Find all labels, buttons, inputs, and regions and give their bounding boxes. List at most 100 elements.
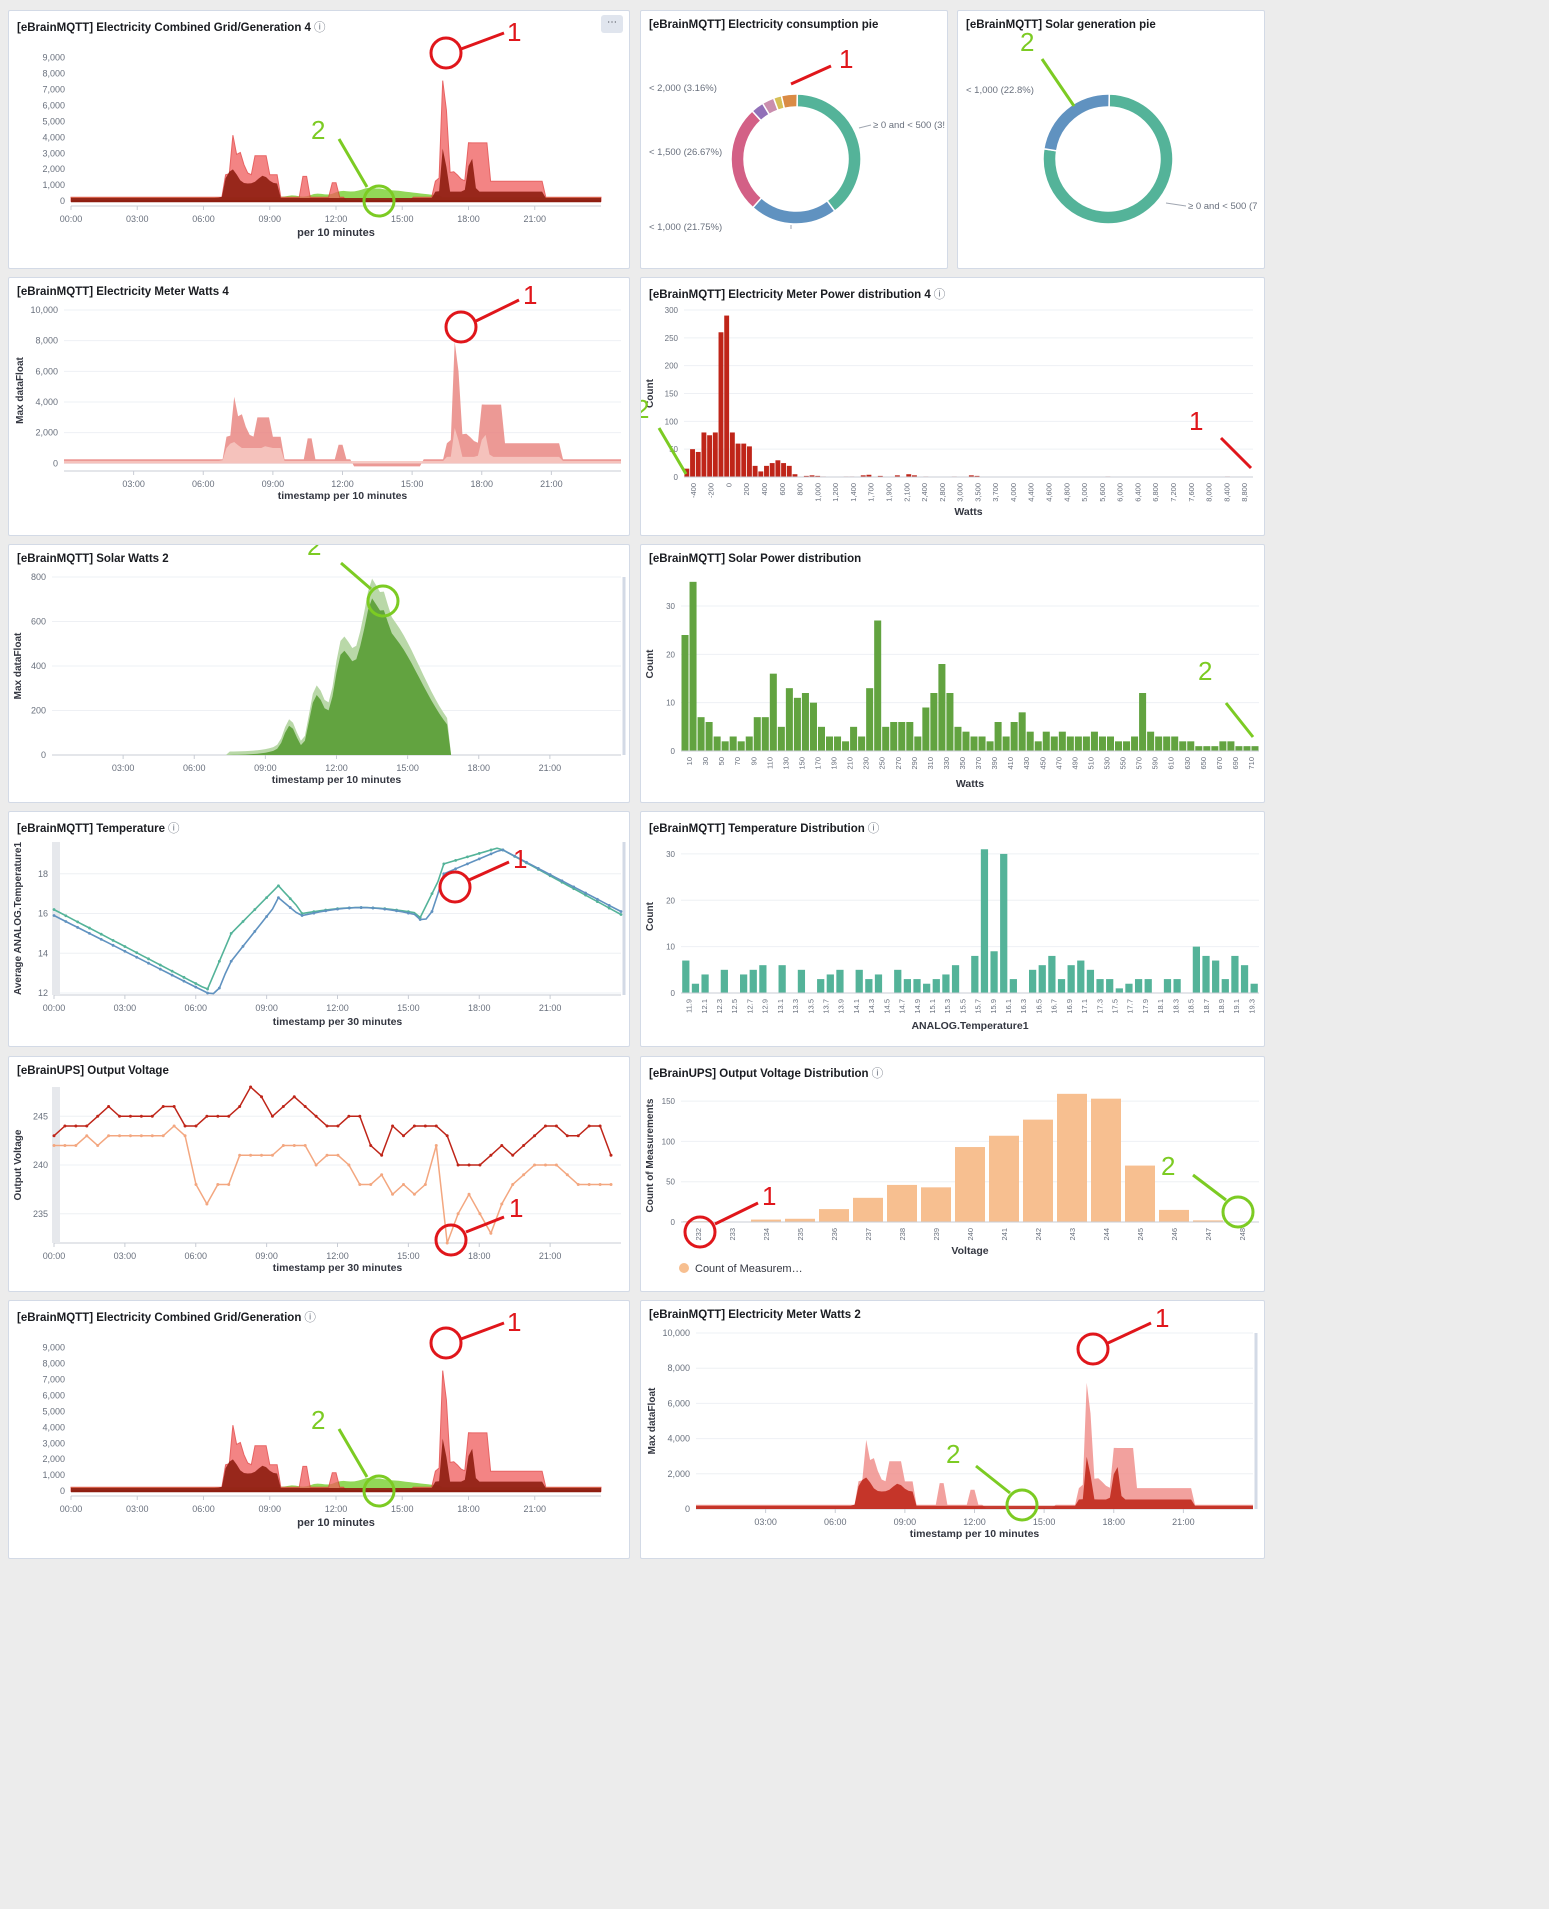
chart-area: 0 200 400 600 800 03:00 06:00 09:00 12:00 15:00 18…: [13, 545, 626, 786]
bar: [1144, 979, 1152, 993]
data-point: [135, 951, 139, 955]
data-point: [347, 1114, 351, 1118]
tick-label: 1,000: [42, 180, 65, 190]
data-point: [270, 1153, 274, 1157]
tick-label: 0: [671, 1218, 676, 1227]
bar: [1221, 979, 1229, 993]
tick-label: 18:00: [1102, 1517, 1125, 1527]
series-line: [53, 1085, 612, 1166]
data-point: [161, 1105, 165, 1108]
annotation-line: [465, 1215, 505, 1234]
bar: [930, 693, 938, 751]
data-point: [300, 914, 304, 917]
tick-label: 12:00: [331, 479, 354, 489]
bar: [1187, 741, 1195, 751]
tick-label: 330: [942, 757, 951, 770]
panel-title: [eBrainMQTT] Electricity Meter Power dis…: [649, 289, 946, 301]
info-icon[interactable]: ⓘ: [304, 1312, 316, 1324]
bar: [729, 736, 737, 751]
annotation-circle: [1221, 1195, 1255, 1229]
tick-label: 233: [728, 1228, 737, 1241]
tick-label: 237: [864, 1228, 873, 1241]
time-marker: [52, 1087, 60, 1243]
data-point: [442, 862, 446, 866]
tick-label: 12.7: [745, 999, 754, 1014]
tick-label: 232: [694, 1228, 703, 1241]
data-point: [85, 1124, 89, 1128]
axis-label: Watts: [956, 778, 984, 790]
tick-label: 19.1: [1232, 999, 1241, 1014]
data-point: [139, 1114, 143, 1118]
tick-label: 15:00: [391, 214, 414, 224]
bar: [1067, 965, 1075, 993]
series-line: [53, 849, 622, 995]
legend-item[interactable]: Count of Measurem…: [679, 1263, 803, 1275]
bar: [903, 979, 911, 993]
leader-line: [1165, 202, 1187, 207]
tick-label: 03:00: [112, 763, 135, 773]
tick-label: 2,000: [42, 164, 65, 174]
data-point: [609, 1153, 613, 1157]
panel-output-voltage: [eBrainUPS] Output Voltage 235 240 245 00:0…: [8, 1056, 630, 1292]
bar: [753, 717, 761, 751]
data-point: [324, 909, 328, 913]
panel-solar-generation-pie: [eBrainMQTT] Solar generation pie < 1,00…: [957, 10, 1265, 269]
data-point: [466, 862, 469, 866]
bar: [815, 475, 821, 477]
tick-label: 240: [33, 1160, 48, 1170]
annotation-number: 1: [509, 1193, 523, 1223]
annotation-number: 1: [839, 44, 853, 74]
tick-label: 250: [878, 757, 887, 770]
tick-label: 12:00: [325, 214, 348, 224]
pie-label: < 1,500 (26.67%): [649, 147, 722, 158]
annotation-line: [975, 1464, 1011, 1495]
tick-label: 4,000: [1009, 483, 1018, 502]
data-point: [430, 892, 434, 896]
info-icon[interactable]: ⓘ: [871, 1068, 884, 1080]
bar: [955, 1147, 985, 1222]
tick-label: 2,100: [902, 483, 911, 502]
tick-label: 09:00: [255, 1003, 278, 1013]
info-icon[interactable]: ⓘ: [313, 22, 326, 34]
bar: [1139, 693, 1147, 751]
tick-label: 12:00: [326, 1251, 349, 1261]
data-point: [619, 913, 623, 916]
axis-label: timestamp per 30 minutes: [273, 1016, 403, 1028]
data-point: [500, 1144, 504, 1147]
bar: [946, 693, 954, 751]
data-point: [489, 852, 493, 856]
data-point: [595, 897, 599, 901]
annotation-line: [1224, 702, 1255, 738]
info-icon[interactable]: ⓘ: [168, 823, 180, 835]
tick-label: 18.3: [1171, 999, 1180, 1014]
tick-label: 00:00: [60, 214, 83, 224]
annotation-circle: [366, 584, 400, 618]
info-icon[interactable]: ⓘ: [933, 289, 946, 301]
data-point: [128, 1134, 132, 1138]
data-point: [525, 860, 528, 864]
bar: [769, 463, 775, 477]
info-icon[interactable]: ⓘ: [867, 823, 880, 835]
data-point: [52, 1134, 56, 1138]
bar: [834, 736, 842, 751]
data-point: [249, 1153, 253, 1157]
bar: [1042, 731, 1050, 751]
bar: [1235, 746, 1243, 751]
data-point: [64, 914, 68, 918]
tick-label: 690: [1231, 757, 1240, 770]
data-point: [598, 1124, 602, 1128]
tick-label: 21:00: [540, 479, 563, 489]
panel-title: [eBrainMQTT] Solar Power distribution: [649, 553, 862, 565]
bar: [701, 432, 707, 477]
chart-pie: < 1,000 (22.8%) ≥ 0 and < 500 (7 2: [966, 27, 1257, 225]
bar: [746, 446, 752, 477]
tick-label: 7,200: [1169, 483, 1178, 502]
data-point: [150, 1134, 154, 1138]
tick-label: 1,700: [867, 483, 876, 502]
data-point: [147, 961, 150, 965]
tick-label: 710: [1247, 757, 1256, 770]
bar: [1023, 1119, 1053, 1222]
tick-label: 18:00: [457, 214, 480, 224]
panel-menu-button[interactable]: ⋯: [601, 15, 623, 33]
data-point: [52, 1144, 56, 1147]
